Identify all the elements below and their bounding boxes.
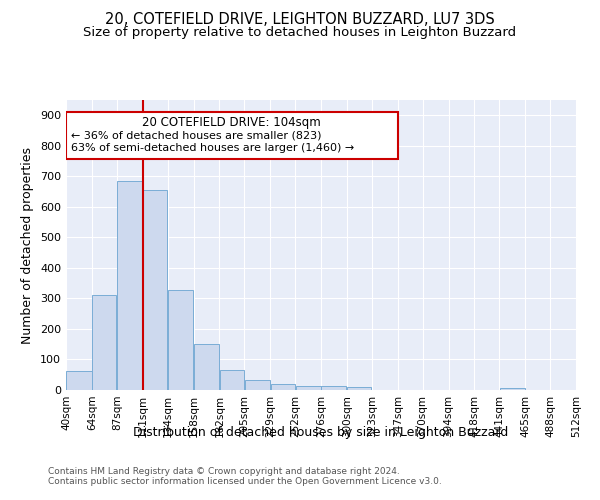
Bar [322, 386, 346, 390]
Text: Contains public sector information licensed under the Open Government Licence v3: Contains public sector information licen… [48, 477, 442, 486]
Bar [347, 388, 371, 390]
Bar [220, 370, 244, 390]
Bar [143, 190, 167, 390]
Text: Size of property relative to detached houses in Leighton Buzzard: Size of property relative to detached ho… [83, 26, 517, 39]
Bar [500, 388, 525, 390]
Text: Contains HM Land Registry data © Crown copyright and database right 2024.: Contains HM Land Registry data © Crown c… [48, 467, 400, 476]
Bar [296, 386, 320, 390]
Bar [168, 290, 193, 390]
Y-axis label: Number of detached properties: Number of detached properties [22, 146, 34, 344]
Bar [92, 296, 116, 390]
Text: Distribution of detached houses by size in Leighton Buzzard: Distribution of detached houses by size … [133, 426, 509, 439]
Bar [271, 384, 295, 390]
Text: 20, COTEFIELD DRIVE, LEIGHTON BUZZARD, LU7 3DS: 20, COTEFIELD DRIVE, LEIGHTON BUZZARD, L… [105, 12, 495, 28]
Text: 63% of semi-detached houses are larger (1,460) →: 63% of semi-detached houses are larger (… [71, 144, 355, 154]
Bar [194, 344, 219, 390]
Bar [117, 180, 142, 390]
Bar [67, 371, 91, 390]
FancyBboxPatch shape [66, 112, 398, 158]
Bar [245, 380, 270, 390]
Text: ← 36% of detached houses are smaller (823): ← 36% of detached houses are smaller (82… [71, 130, 322, 140]
Text: 20 COTEFIELD DRIVE: 104sqm: 20 COTEFIELD DRIVE: 104sqm [142, 116, 321, 129]
